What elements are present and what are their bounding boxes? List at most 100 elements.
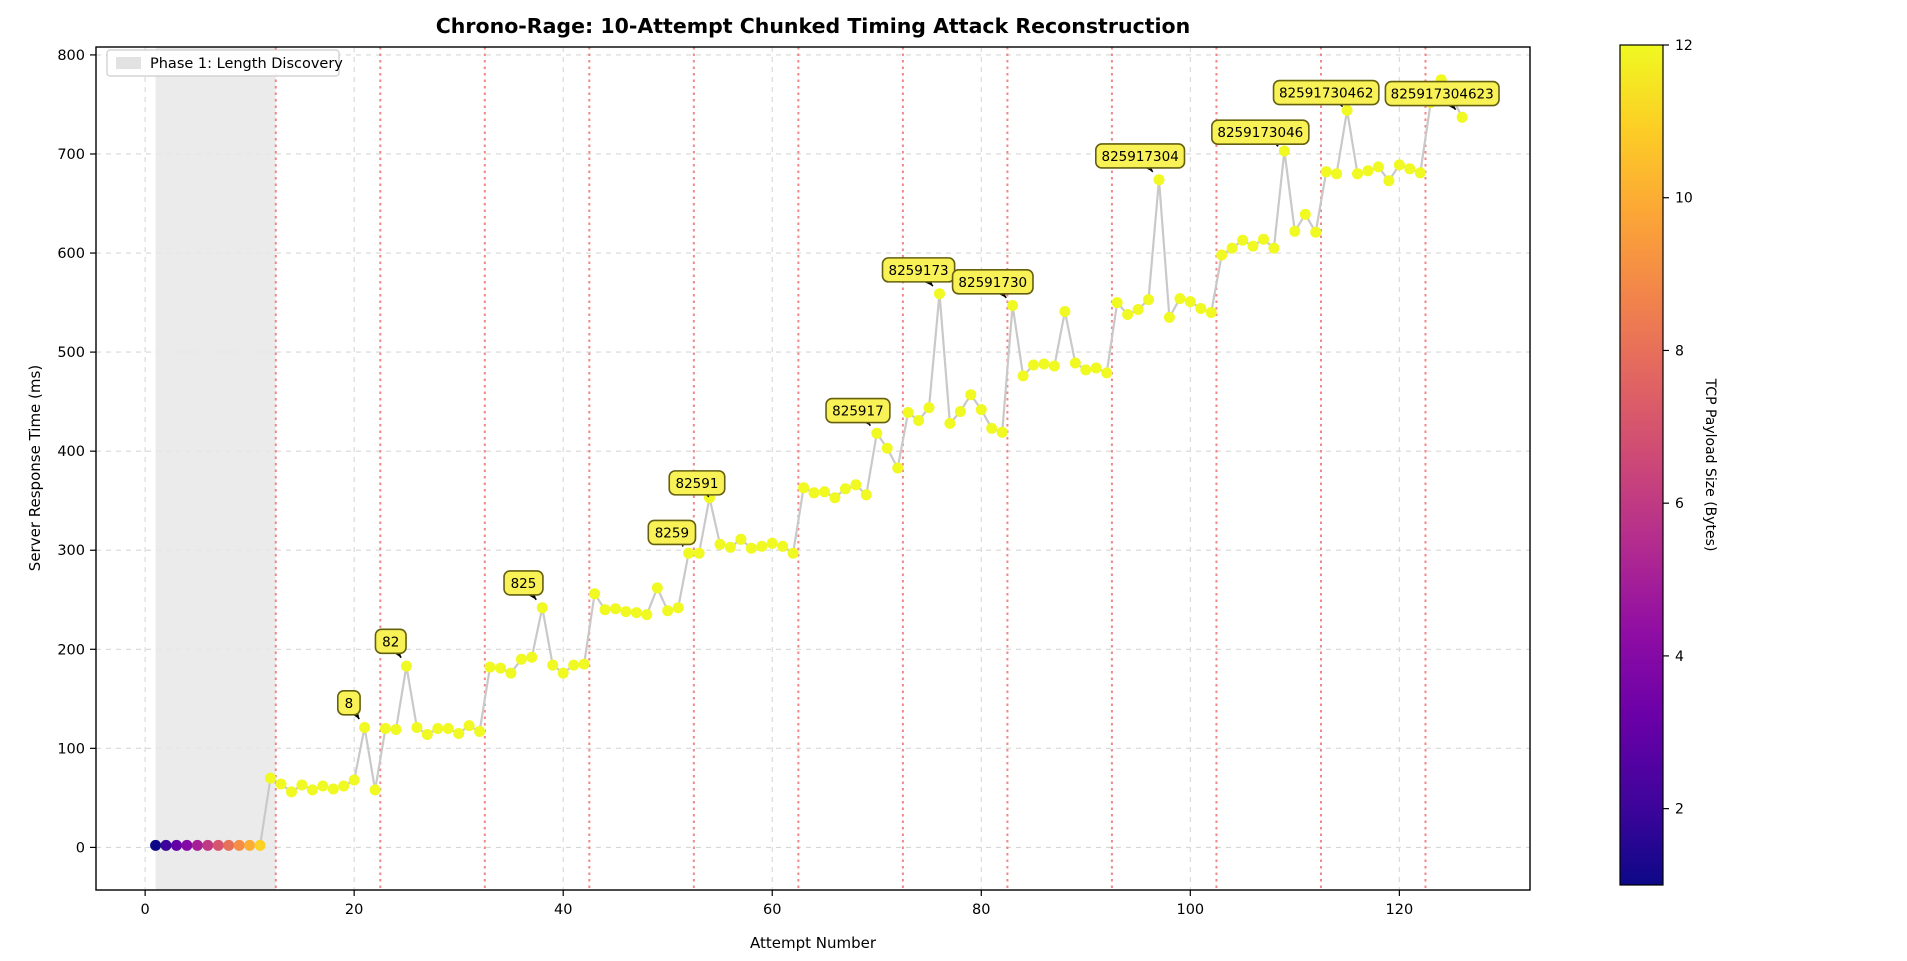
annotation-label: 82591 xyxy=(676,476,719,492)
colorbar-tick-label: 2 xyxy=(1675,802,1684,818)
annotation-label: 8 xyxy=(345,696,354,712)
data-point xyxy=(536,602,548,614)
data-point xyxy=(724,541,736,553)
data-point xyxy=(1101,367,1113,379)
data-point xyxy=(286,786,297,798)
annotation-label: 82591730462 xyxy=(1279,86,1373,102)
data-point xyxy=(202,839,214,851)
y-tick-label: 700 xyxy=(57,147,85,163)
colorbar-label: TCP Payload Size (Bytes) xyxy=(1702,378,1718,552)
data-point xyxy=(421,729,433,740)
legend-box xyxy=(106,49,340,77)
data-point xyxy=(244,839,256,851)
colorbar: 2 4 6 8 10 12 TCP Payload Size (Bytes) xyxy=(1619,38,1718,886)
data-point xyxy=(557,667,569,679)
data-point xyxy=(223,839,235,851)
data-point xyxy=(327,783,339,795)
digit-annotations: 8 82 825 8259 82591 825917 8259173 82591730 8259… xyxy=(336,79,1500,720)
data-point xyxy=(453,728,465,739)
data-point xyxy=(1163,311,1175,323)
data-point xyxy=(380,723,391,734)
response-time-points xyxy=(150,74,1468,851)
data-point xyxy=(181,839,193,851)
data-point xyxy=(515,653,527,665)
colorbar-tick-label: 12 xyxy=(1675,38,1693,54)
annotation-box xyxy=(881,257,956,283)
annotation: 82591730 xyxy=(951,268,1034,299)
x-axis-label: Attempt Number xyxy=(750,934,877,952)
colorbar-ticks: 2 4 6 8 10 12 xyxy=(1663,38,1693,818)
data-point xyxy=(829,492,841,504)
data-point xyxy=(369,784,381,796)
x-tick-label: 100 xyxy=(1176,902,1204,918)
phase1-shaded-region xyxy=(155,47,276,890)
data-point xyxy=(714,538,726,550)
data-point xyxy=(265,772,276,784)
annotation: 82591730462 xyxy=(1272,79,1380,108)
data-point xyxy=(432,723,444,734)
y-tick-label: 200 xyxy=(57,642,85,658)
data-point xyxy=(1205,307,1217,318)
data-point xyxy=(1268,242,1280,254)
data-point xyxy=(589,588,601,600)
colorbar-tick-label: 8 xyxy=(1675,343,1684,359)
data-point xyxy=(390,724,402,735)
data-point xyxy=(651,582,663,594)
data-point xyxy=(1404,163,1416,175)
data-point xyxy=(359,722,371,733)
data-point xyxy=(474,726,486,737)
annotation: 82591 xyxy=(668,470,726,498)
data-point xyxy=(1048,360,1060,372)
chart-title: Chrono-Rage: 10-Attempt Chunked Timing A… xyxy=(436,14,1190,38)
annotation: 825 xyxy=(503,570,544,601)
y-tick-label: 500 xyxy=(57,345,85,361)
y-tick-label: 600 xyxy=(57,246,85,262)
annotation-label: 825917304 xyxy=(1101,149,1178,165)
y-axis-label: Server Response Time (ms) xyxy=(26,365,44,571)
data-point xyxy=(484,661,496,673)
annotation-arrow xyxy=(1276,144,1279,147)
data-point xyxy=(1383,175,1395,187)
data-point xyxy=(662,605,674,617)
data-point xyxy=(348,774,360,786)
data-point xyxy=(599,604,611,616)
data-point xyxy=(1028,359,1039,371)
annotation: 8259173046 xyxy=(1211,119,1310,147)
data-point xyxy=(233,839,245,851)
data-point xyxy=(1080,364,1092,376)
annotation-box xyxy=(374,628,407,655)
data-point xyxy=(171,839,182,851)
data-point xyxy=(1069,357,1081,369)
data-point xyxy=(1143,294,1154,306)
series-polyline xyxy=(155,77,1464,847)
data-point xyxy=(1111,297,1123,309)
data-point xyxy=(892,462,904,474)
annotation: 82 xyxy=(374,628,407,659)
data-point xyxy=(1195,303,1207,314)
data-point xyxy=(568,659,580,671)
data-point xyxy=(212,839,224,851)
data-point xyxy=(965,389,977,401)
data-point xyxy=(1247,240,1259,252)
annotation-box xyxy=(647,519,697,546)
data-point xyxy=(620,606,632,618)
data-point xyxy=(400,660,412,672)
colorbar-gradient xyxy=(1619,44,1664,886)
axes-ticks: 0 20 40 60 80 100 120 0 100 200 300 400 500 600 700 800 xyxy=(57,48,1413,918)
data-point xyxy=(1341,104,1353,116)
data-point xyxy=(923,402,935,414)
data-point xyxy=(735,533,747,545)
annotation-label: 8259173 xyxy=(889,263,949,279)
data-point xyxy=(306,784,318,796)
data-point xyxy=(1299,208,1311,220)
x-tick-label: 0 xyxy=(141,902,150,918)
x-tick-label: 120 xyxy=(1386,902,1414,918)
data-point xyxy=(808,487,820,499)
response-time-line xyxy=(155,77,1464,847)
annotation-arrow xyxy=(681,544,684,547)
y-tick-label: 300 xyxy=(57,543,85,559)
data-point xyxy=(1372,161,1384,173)
data-point xyxy=(1331,168,1343,180)
data-point xyxy=(850,479,862,491)
